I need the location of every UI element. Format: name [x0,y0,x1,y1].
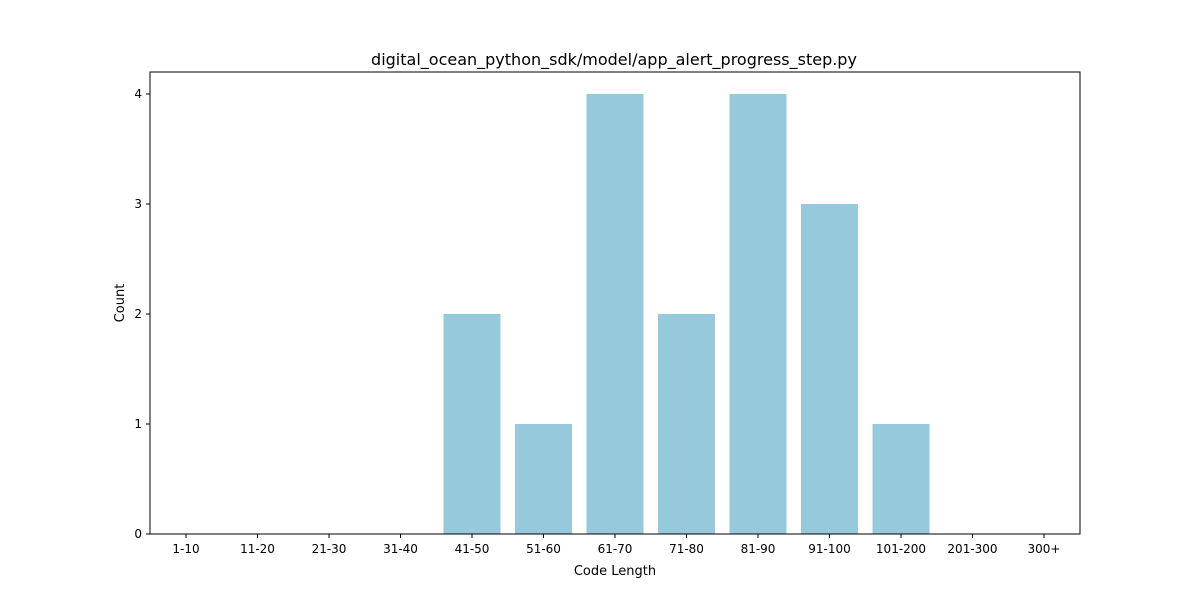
x-tick-label: 51-60 [526,542,561,556]
bar-61-70 [587,94,644,534]
y-tick-label: 2 [134,307,142,321]
y-tick-label: 1 [134,417,142,431]
bar-41-50 [444,314,501,534]
x-tick-label: 201-300 [947,542,997,556]
x-tick-label: 300+ [1028,542,1061,556]
x-tick-label: 71-80 [669,542,704,556]
x-tick-label: 101-200 [876,542,926,556]
x-axis-label: Code Length [574,564,656,579]
y-tick-label: 4 [134,87,142,101]
x-tick-label: 1-10 [172,542,199,556]
x-tick-label: 21-30 [312,542,347,556]
bar-101-200 [873,424,930,534]
x-tick-label: 41-50 [455,542,490,556]
x-tick-label: 61-70 [598,542,633,556]
x-axis-ticks: 1-10 11-20 21-30 31-40 41-50 51-60 61-70 71-80 8… [172,534,1060,556]
x-tick-label: 11-20 [240,542,275,556]
bar-51-60 [515,424,572,534]
bar-81-90 [730,94,787,534]
y-tick-label: 3 [134,197,142,211]
x-tick-label: 31-40 [383,542,418,556]
x-tick-label: 91-100 [808,542,851,556]
chart-title: digital_ocean_python_sdk/model/app_alert… [371,50,857,70]
x-tick-label: 81-90 [741,542,776,556]
bars-group [444,94,930,534]
bar-91-100 [801,204,858,534]
y-axis-ticks: 0 1 2 3 4 [134,87,150,541]
y-tick-label: 0 [134,527,142,541]
bar-71-80 [658,314,715,534]
y-axis-label: Count [113,284,128,323]
